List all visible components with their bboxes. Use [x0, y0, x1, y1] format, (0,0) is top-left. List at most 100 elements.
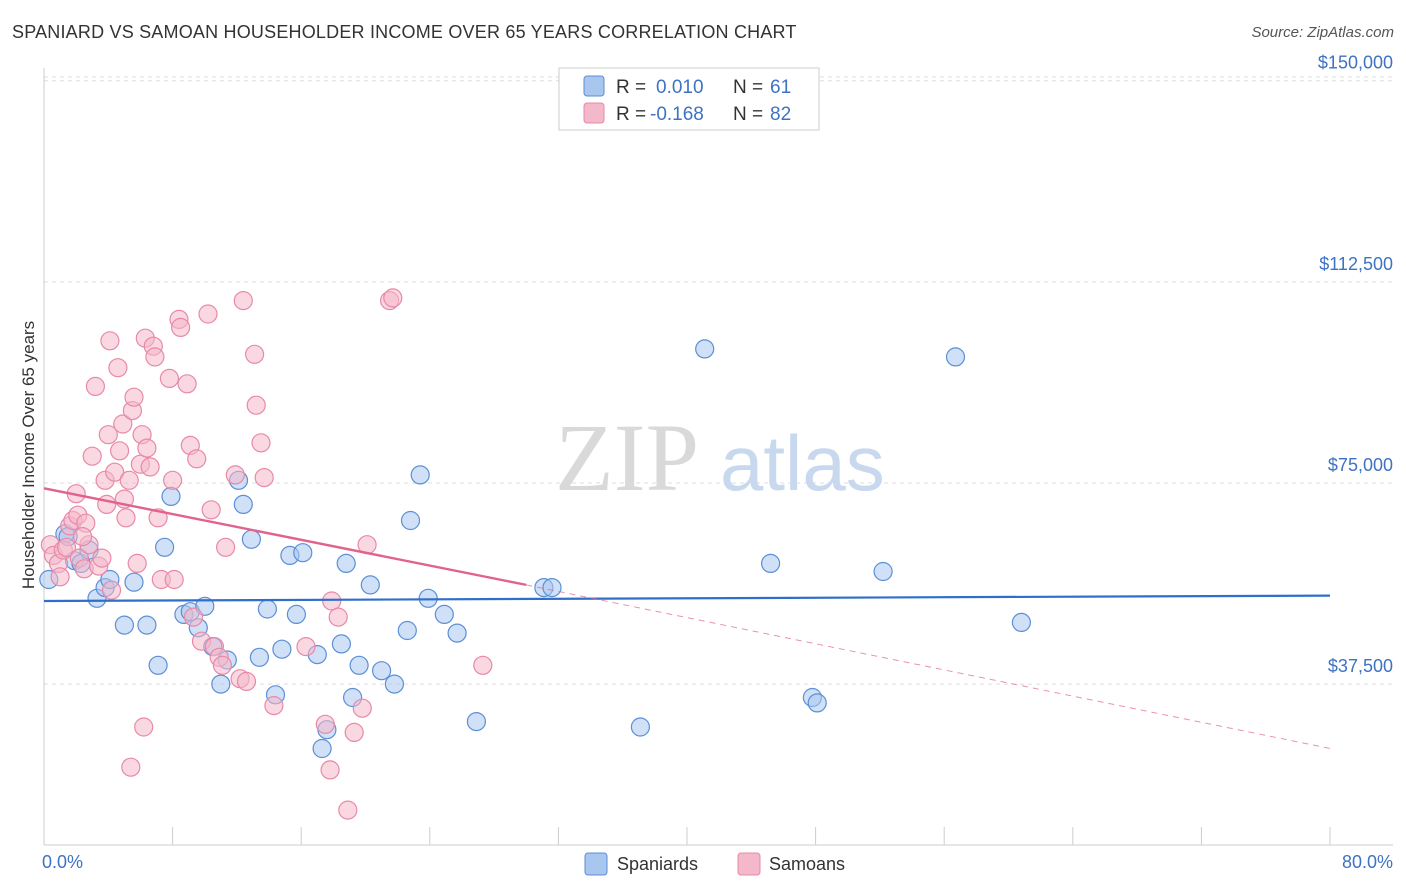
samoans-point — [100, 331, 120, 351]
samoans-point — [245, 344, 265, 364]
samoans-point — [296, 636, 316, 657]
samoans-point — [134, 717, 154, 737]
legend-swatch-samoans — [583, 102, 605, 124]
spaniards-point — [466, 711, 486, 732]
spaniards-point — [249, 647, 269, 667]
samoans-point — [119, 470, 139, 490]
legend-r-label-1: R = — [616, 77, 646, 98]
samoans-point — [236, 671, 257, 692]
samoans-point — [50, 567, 70, 587]
samoans-point — [145, 347, 165, 367]
spaniards-point — [630, 717, 651, 737]
spaniards-point — [349, 655, 369, 675]
spaniards-point — [945, 347, 966, 367]
samoans-point — [187, 449, 207, 469]
samoans-point — [315, 714, 335, 734]
samoans-point — [322, 591, 342, 611]
spaniards-point — [241, 529, 261, 549]
spaniards-point — [542, 577, 562, 598]
spaniards-point — [211, 674, 231, 694]
samoans-point — [116, 508, 136, 528]
samoans-point — [97, 494, 117, 514]
bottom-legend: Spaniards Samoans — [584, 852, 845, 876]
spaniards-point — [331, 634, 351, 654]
spaniards-point — [434, 604, 454, 625]
bottom-legend-swatch-spaniards — [584, 852, 608, 876]
spaniards-point — [137, 615, 157, 635]
samoans-point — [56, 537, 77, 557]
grid-layer — [44, 76, 1393, 685]
legend-r-label-2: R = — [616, 104, 646, 125]
spaniards-point — [760, 553, 781, 574]
spaniards-point — [286, 604, 306, 625]
spaniards-point — [873, 561, 893, 582]
samoans-point — [98, 425, 118, 445]
samoans-point — [320, 760, 340, 780]
samoans-point — [72, 526, 93, 547]
spaniards-point — [293, 543, 313, 563]
spaniards-point — [372, 661, 392, 681]
samoans-point — [338, 800, 358, 820]
y-tick-label: $150,000 — [1318, 53, 1393, 73]
spaniards-point — [257, 599, 277, 619]
spaniards-point — [312, 738, 332, 759]
samoans-point — [127, 553, 147, 574]
samoans-point — [105, 462, 125, 482]
spaniards-point — [410, 465, 430, 485]
samoans-point — [121, 757, 141, 777]
bottom-legend-label-spaniards: Spaniards — [617, 854, 698, 874]
samoans-point — [225, 465, 245, 485]
points-layer — [39, 288, 1032, 820]
samoans-point — [264, 695, 284, 716]
samoans-point — [212, 655, 232, 675]
samoans-point — [163, 470, 183, 490]
samoans-point — [109, 441, 130, 461]
samoans-point — [124, 387, 144, 407]
samoans-point — [251, 433, 271, 453]
legend-swatch-spaniards — [583, 75, 605, 97]
y-tick-label: $112,500 — [1319, 254, 1393, 274]
legend-n-value-2: 82 — [770, 104, 791, 125]
y-axis-label: Householder Income Over 65 years — [19, 321, 38, 589]
chart-title: SPANIARD VS SAMOAN HOUSEHOLDER INCOME OV… — [12, 22, 797, 42]
samoans-point — [92, 548, 112, 568]
top-legend: R = 0.010 N = 61 R = -0.168 N = 82 — [558, 67, 820, 131]
watermark-atlas: atlas — [720, 419, 885, 507]
samoans-trend-line — [43, 487, 527, 587]
samoans-point — [352, 698, 372, 718]
samoans-point — [171, 317, 191, 337]
samoans-point — [233, 291, 253, 311]
samoans-point — [383, 288, 403, 308]
y-tick-label: $75,000 — [1328, 455, 1393, 475]
spaniards-point — [360, 575, 380, 595]
x-tick-label-right: 80.0% — [1342, 852, 1393, 872]
spaniards-trend-line — [43, 594, 1331, 603]
samoans-point — [198, 304, 218, 324]
samoans-point — [108, 358, 128, 378]
legend-r-value-2: -0.168 — [650, 104, 704, 125]
samoans-point — [159, 368, 179, 388]
spaniards-point — [400, 510, 421, 531]
samoans-point — [344, 722, 364, 743]
source-label: Source: ZipAtlas.com — [1251, 24, 1394, 41]
samoans-point — [254, 468, 274, 488]
samoans-point — [82, 446, 102, 466]
watermark-zip: ZIP — [555, 404, 699, 511]
spaniards-point — [807, 693, 827, 713]
spaniards-point — [397, 620, 417, 641]
spaniards-point — [233, 494, 253, 514]
spaniards-point — [384, 674, 404, 694]
samoans-point — [216, 537, 236, 557]
samoans-point — [246, 395, 266, 415]
axis-layer: $37,500 $75,000 $112,500 $150,000 — [43, 53, 1393, 846]
bottom-legend-label-samoans: Samoans — [769, 854, 845, 874]
spaniards-point — [1011, 612, 1032, 633]
samoans-point — [201, 500, 221, 520]
samoans-point — [113, 414, 133, 434]
spaniards-point — [695, 339, 715, 359]
samoans-point — [140, 457, 160, 477]
samoans-point — [137, 438, 157, 458]
spaniards-point — [447, 623, 467, 643]
legend-r-value-1: 0.010 — [656, 77, 704, 98]
